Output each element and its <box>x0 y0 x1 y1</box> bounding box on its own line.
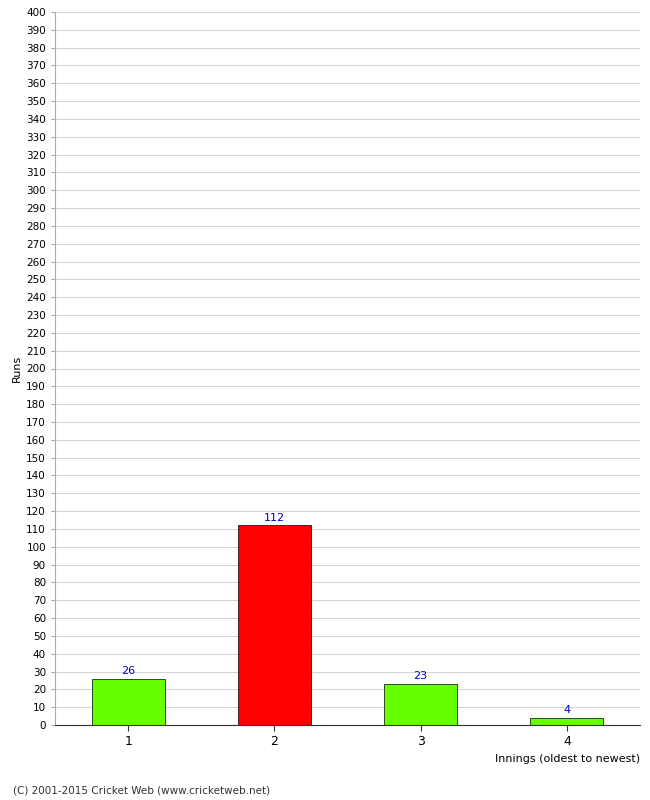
Text: 23: 23 <box>413 671 428 682</box>
Bar <box>92 678 164 725</box>
Y-axis label: Runs: Runs <box>12 355 22 382</box>
Text: 112: 112 <box>264 513 285 522</box>
Text: (C) 2001-2015 Cricket Web (www.cricketweb.net): (C) 2001-2015 Cricket Web (www.cricketwe… <box>13 786 270 795</box>
Bar <box>238 526 311 725</box>
Bar <box>384 684 457 725</box>
X-axis label: Innings (oldest to newest): Innings (oldest to newest) <box>495 754 640 764</box>
Text: 4: 4 <box>564 705 571 715</box>
Bar <box>530 718 603 725</box>
Text: 26: 26 <box>121 666 135 676</box>
